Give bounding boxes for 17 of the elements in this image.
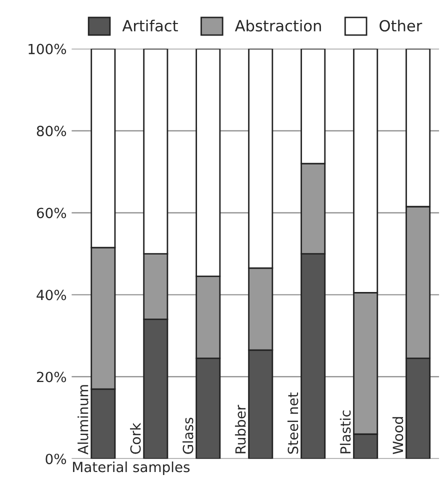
x-tick-label: Plastic <box>340 410 351 454</box>
y-tick-label: 40% <box>36 290 66 300</box>
y-tick-label: 100% <box>28 44 66 54</box>
x-tick-label: Steel net <box>287 392 298 454</box>
legend-label: Abstraction <box>234 20 321 32</box>
x-tick-label: Glass <box>182 418 194 454</box>
y-tick-label: 80% <box>36 126 66 136</box>
legend-label: Artifact <box>122 20 178 32</box>
y-tick-label: 0% <box>46 454 66 464</box>
legend-label: Other <box>380 20 422 32</box>
x-axis-title: Material samples <box>73 462 190 475</box>
x-tick-label: Aluminum <box>78 385 88 455</box>
x-tick-label: Cork <box>130 422 141 454</box>
y-tick-label: 60% <box>36 208 66 218</box>
x-tick-label: Rubber <box>234 404 246 454</box>
y-tick-label: 20% <box>36 372 66 382</box>
x-tick-label: Wood <box>392 417 404 454</box>
